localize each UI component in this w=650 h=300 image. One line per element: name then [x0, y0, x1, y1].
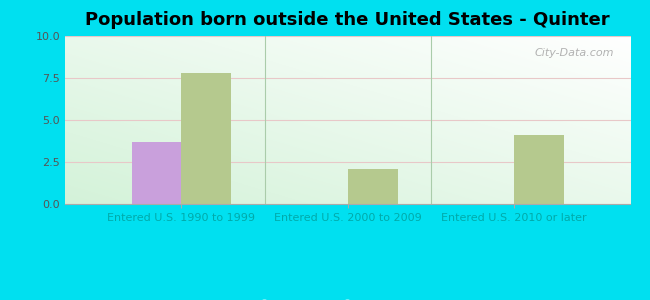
Bar: [181, 73, 231, 204]
Text: City-Data.com: City-Data.com: [534, 48, 614, 58]
Bar: [348, 169, 398, 204]
Title: Population born outside the United States - Quinter: Population born outside the United State…: [85, 11, 610, 29]
Legend: Native, Foreign-born: Native, Foreign-born: [247, 296, 448, 300]
Bar: [131, 142, 181, 204]
Bar: [514, 135, 564, 204]
